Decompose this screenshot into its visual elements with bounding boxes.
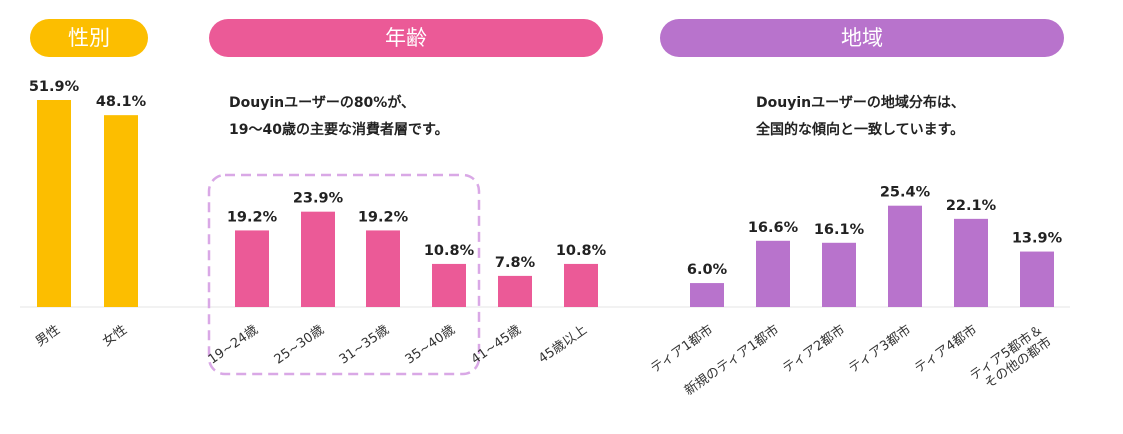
- region-category-label-3: ティア3都市: [845, 322, 914, 377]
- age-value-label-0: 19.2%: [227, 209, 278, 225]
- age-bar-3: [432, 263, 466, 307]
- age-category-label-4: 41~45歳: [469, 323, 524, 368]
- age-value-label-5: 10.8%: [556, 243, 607, 259]
- region-value-label-2: 16.1%: [814, 222, 865, 238]
- highlight-box: [207, 173, 481, 376]
- age-category-label-1: 25~30歳: [272, 323, 327, 368]
- region-bar-1: [756, 240, 790, 307]
- age-bar-1: [301, 211, 335, 307]
- region-bar-2: [822, 242, 856, 307]
- age-value-label-2: 19.2%: [358, 209, 409, 225]
- region-category-label-2: ティア2都市: [779, 322, 848, 377]
- age-category-label-3: 35~40歳: [403, 323, 458, 368]
- age-bar-2: [366, 230, 400, 307]
- region-bar-0: [690, 283, 724, 307]
- age-value-label-1: 23.9%: [293, 191, 344, 207]
- age-category-label-2: 31~35歳: [337, 323, 392, 368]
- region-value-label-5: 13.9%: [1012, 231, 1063, 247]
- region-value-label-0: 6.0%: [687, 262, 728, 278]
- region-bar-3: [888, 205, 922, 307]
- age-category-label-0: 19~24歳: [206, 323, 261, 368]
- gender-bar-1: [104, 115, 138, 307]
- region-category-label-4: ティア4都市: [911, 322, 980, 377]
- age-note: Douyinユーザーの80%が、 19～40歳の主要な消費者層です。: [229, 90, 449, 144]
- gender-category-label-1: 女性: [100, 322, 130, 350]
- age-bar-4: [498, 275, 532, 307]
- region-value-label-3: 25.4%: [880, 185, 931, 201]
- gender-value-label-0: 51.9%: [29, 79, 80, 95]
- region-note-line-1: Douyinユーザーの地域分布は、: [756, 95, 965, 111]
- region-header: 地域: [660, 19, 1064, 57]
- region-category-label-5: ティア5都市＆その他の都市: [967, 322, 1055, 396]
- gender-category-label-0: 男性: [33, 323, 63, 350]
- gender-bar-0: [37, 100, 71, 307]
- gender-value-label-1: 48.1%: [96, 94, 147, 110]
- age-value-label-3: 10.8%: [424, 243, 475, 259]
- region-category-label-0: ティア1都市: [647, 322, 716, 377]
- region-note: Douyinユーザーの地域分布は、 全国的な傾向と一致しています。: [756, 90, 965, 144]
- age-value-label-4: 7.8%: [495, 255, 536, 271]
- region-bar-5: [1020, 251, 1054, 307]
- gender-header: 性別: [30, 19, 148, 57]
- region-value-label-1: 16.6%: [748, 220, 799, 236]
- age-header: 年齢: [209, 19, 603, 57]
- region-value-label-4: 22.1%: [946, 198, 997, 214]
- region-bar-4: [954, 218, 988, 307]
- age-note-line-1: Douyinユーザーの80%が、: [229, 95, 416, 111]
- age-note-line-2: 19～40歳の主要な消費者層です。: [229, 122, 449, 138]
- region-note-line-2: 全国的な傾向と一致しています。: [756, 122, 965, 138]
- age-category-label-5: 45歳以上: [536, 323, 590, 367]
- age-bar-0: [235, 230, 269, 307]
- age-bar-5: [564, 263, 598, 307]
